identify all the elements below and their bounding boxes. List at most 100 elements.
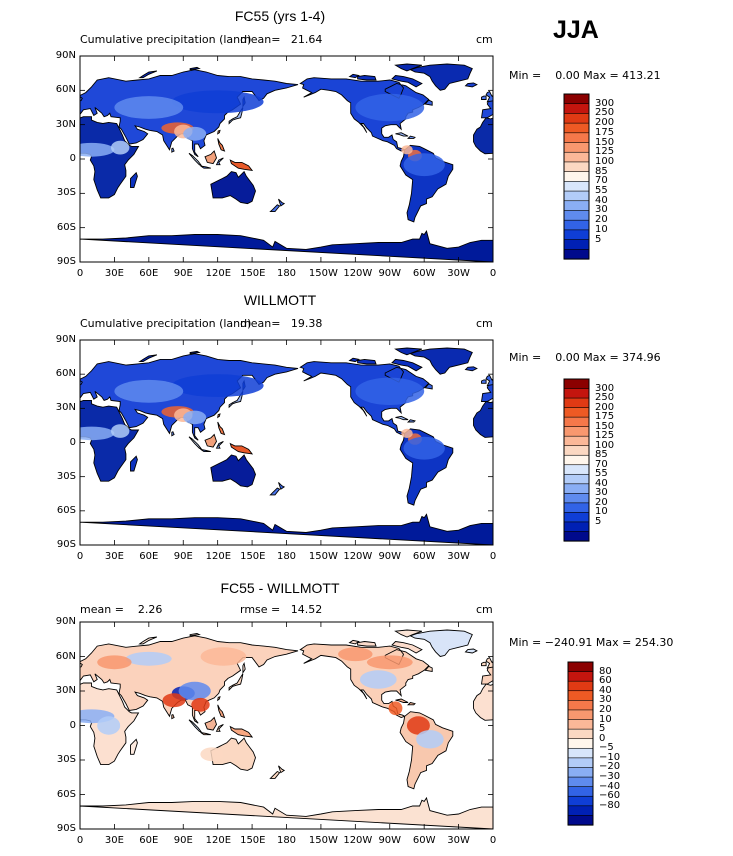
land-banks-p2 [348,357,360,363]
colorbar-swatch-p1 [563,151,590,163]
colorbar-label-p1: 10 [595,223,608,235]
lat-tick-label-30s-p1: 30S [56,187,76,199]
precip-anomaly-patch-p2 [80,426,115,441]
colorbar-swatch-p1 [563,93,590,105]
lat-tick-label-60n-p3: 60N [55,650,76,662]
lon-tick-label-150w-p1: 150W [308,268,338,279]
land-philippines-p3 [217,704,226,719]
precip-anomaly-patch-p3 [162,693,186,708]
land-baffin-p1 [391,75,423,88]
colorbar-swatch-p2 [563,416,590,428]
lat-tick-label-90n-p2: 90N [55,334,76,345]
colorbar-swatch-p1 [563,103,590,115]
land-java-p1 [200,165,211,169]
colorbar-label-p2: 55 [595,468,608,480]
colorbar-label-p1: 300 [595,97,615,109]
land-nzs-p3 [269,770,281,779]
land-cuba-p3 [395,698,409,703]
colorbar-label-p1: 85 [595,165,608,177]
land-java-p3 [200,731,211,736]
lon-tick-label-30e-p3: 30E [104,835,124,846]
lat-tick-label-90s-p2: 90S [56,539,76,550]
lon-tick-label-150w-p2: 150W [308,551,338,562]
colorbar-label-p2: 20 [595,496,608,508]
land-nzn-p1 [278,198,286,207]
panel-2-unit: cm [476,317,493,330]
land-ireland-wrap-p3 [481,661,487,667]
colorbar-label-p1: 30 [595,204,608,216]
lat-tick-label-30n-p2: 30N [55,402,76,414]
lon-tick-label-150e-p2: 150E [240,551,266,562]
colorbar-label-p2: 125 [595,430,615,442]
colorbar-swatch-p2 [563,483,590,494]
lat-tick-label-90n-p1: 90N [55,50,76,61]
lat-tick-label-0-p3: 0 [69,719,76,731]
land-ellesmere-p1 [394,63,423,72]
lat-tick-label-60n-p1: 60N [55,84,76,96]
colorbar-label-p3: 0 [599,732,606,744]
panel-3-minmax: Min = −240.91 Max = 254.30 [509,636,674,649]
lon-tick-label-0-p2: 0 [76,551,84,562]
colorbar-swatch-p2 [563,378,590,390]
colorbar-swatch-p3 [567,747,594,759]
land-australia-p1 [210,170,256,205]
panel-2-minmax: Min = 0.00 Max = 374.96 [509,351,661,364]
colorbar-swatch-p3 [567,700,594,711]
land-novayazemlya-p2 [138,354,158,363]
colorbar-frame-p3 [567,661,594,826]
lon-tick-label-0-p3: 0 [76,835,84,846]
precip-anomaly-patch-p1 [355,93,425,122]
land-severnaya-p3 [189,633,201,637]
colorbar-label-p1: 150 [595,136,615,148]
panel-2-mean: mean= 19.38 [240,317,323,330]
lat-tick-label-60s-p3: 60S [56,788,76,800]
land-victoria-p1 [357,75,377,81]
lon-tick-label-120e-p1: 120E [205,268,232,279]
land-ireland-wrap-p1 [481,95,487,100]
precip-anomaly-patch-p1 [403,153,445,177]
land-australia-p2 [210,454,256,488]
land-baffin-p3 [391,641,423,654]
lon-tick-label-180-p2: 180 [276,551,297,562]
lat-tick-label-60s-p1: 60S [56,221,76,233]
land-newguinea-p3 [229,725,254,738]
colorbar-swatch-p3 [567,757,594,769]
colorbar-swatch-p3 [567,776,594,788]
colorbar-label-p3: −5 [599,742,614,754]
colorbar-swatch-p3 [567,680,594,692]
precip-anomaly-patch-p3 [178,681,211,701]
panel-1-minmax: Min = 0.00 Max = 413.21 [509,69,661,82]
colorbar-label-p1: 20 [595,214,608,226]
colorbar-swatch-p3 [567,728,594,740]
colorbar-label-p2: 85 [595,449,608,461]
colorbar-label-p3: 60 [599,675,612,687]
colorbar-swatch-p2 [563,473,590,485]
lon-tick-label-150w-p3: 150W [308,835,338,846]
land-britain-wrap-p3 [485,656,493,669]
land-eurasia-p1 [80,69,299,158]
colorbar-label-p3: 30 [599,694,612,706]
precip-anomaly-patch-p3 [200,747,224,762]
colorbar-swatch-p2 [563,407,590,418]
land-ireland-p1 [69,96,74,99]
land-nzn-p3 [278,765,286,774]
colorbar-swatch-p2 [563,502,590,514]
land-britain-p3 [80,662,83,668]
land-severnaya-p1 [189,66,201,71]
land-taiwan-p1 [217,129,221,135]
lon-tick-label-0-p3: 0 [489,835,497,846]
land-ireland-p2 [69,380,74,383]
precip-anomaly-patch-p3 [406,716,430,735]
land-victoria-p3 [357,641,377,647]
land-madagascar-p3 [130,738,138,755]
land-britain-wrap-p1 [485,90,493,103]
land-africa-wrap-p2 [473,400,493,438]
lon-tick-label-60w-p2: 60W [412,551,436,562]
colorbar-frame-p2 [563,378,590,542]
colorbar-label-p2: 200 [595,401,615,413]
lon-tick-label-150e-p3: 150E [240,835,266,846]
precip-anomaly-patch-p1 [401,145,413,155]
land-baffin-p2 [391,358,423,372]
colorbar-label-p2: 30 [595,487,608,499]
precip-anomaly-patch-p1 [183,126,207,141]
